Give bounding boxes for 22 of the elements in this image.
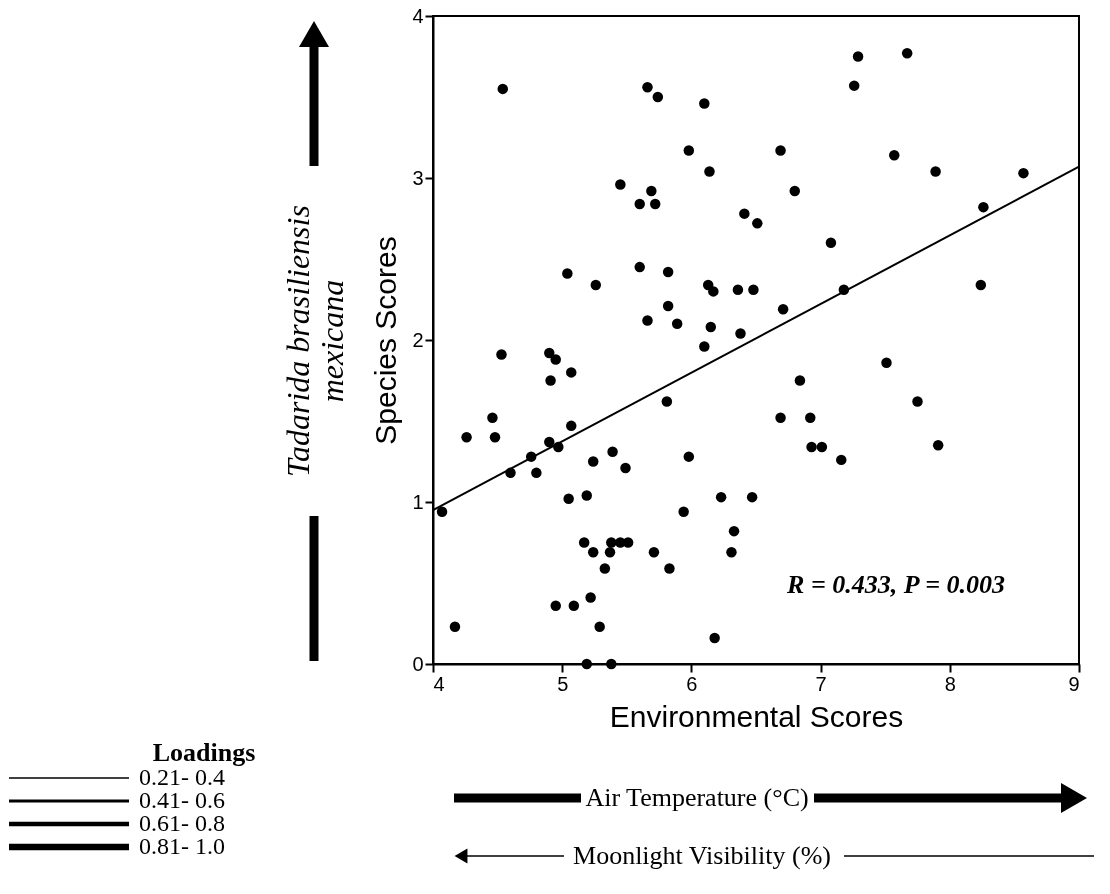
y-tick-label: 1 — [412, 490, 424, 513]
y-tick-label: 0 — [412, 652, 424, 675]
y-tick-label: 3 — [412, 166, 424, 189]
x-tick-label: 6 — [686, 672, 698, 695]
x-tick-label: 7 — [815, 672, 827, 695]
x-tick-label: 9 — [1068, 672, 1080, 695]
text: Loadings — [152, 738, 256, 767]
text: 0.21- 0.4 — [139, 764, 225, 790]
annotation: R = 0.433, P = 0.003 — [786, 570, 1005, 599]
x-tick-label: 4 — [433, 672, 445, 695]
text: 0.61- 0.8 — [139, 810, 225, 836]
text: 0.41- 0.6 — [139, 787, 225, 813]
text: 0.81- 1.0 — [139, 833, 225, 859]
y-axis-title: Species Scores — [369, 236, 403, 445]
x-axis-title: Environmental Scores — [609, 699, 904, 733]
text: Moonlight Visibility (%) — [573, 841, 831, 870]
text: Tadarida brasiliensis mexicana — [280, 205, 350, 477]
x-tick-label: 5 — [557, 672, 569, 695]
text: Air Temperature (°C) — [585, 783, 809, 812]
y-tick-label: 2 — [412, 328, 424, 351]
x-tick-label: 8 — [944, 672, 956, 695]
y-tick-label: 4 — [412, 4, 424, 27]
